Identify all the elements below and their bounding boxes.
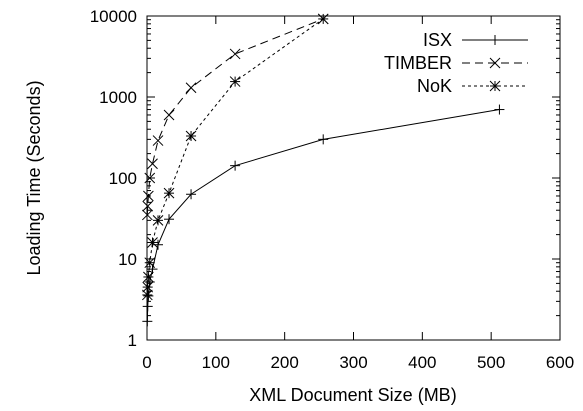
point-marker [229,48,241,60]
y-axis: 1 10 100 1000 10000 [90,7,560,350]
legend-label: TIMBER [384,53,452,73]
point-marker [230,160,241,171]
legend-marker [489,80,501,92]
legend-label: ISX [423,30,452,50]
point-marker [147,237,158,248]
legend-item: TIMBER [384,53,528,73]
series-layer [141,13,505,327]
legend-item: NoK [417,76,528,96]
point-marker [142,301,153,312]
point-marker [143,190,154,202]
x-axis-title: XML Document Size (MB) [249,385,456,405]
legend: ISX TIMBER NoK [384,30,528,96]
point-marker [144,257,156,269]
point-marker [318,134,329,145]
x-axis: 0 100 200 300 400 500 600 [142,16,574,372]
x-tick-label: 0 [142,353,151,372]
x-tick-label: 600 [546,353,574,372]
point-marker [142,316,153,327]
point-marker [163,187,175,199]
point-marker [141,209,153,221]
point-marker [143,271,154,283]
y-tick-label: 1 [128,331,137,350]
point-marker [185,82,197,94]
point-marker [229,76,241,87]
x-tick-label: 100 [202,353,230,372]
legend-marker [489,57,501,69]
x-tick-label: 500 [477,353,505,372]
point-marker [147,158,158,170]
point-marker [163,109,175,121]
y-tick-label: 10000 [90,7,137,26]
y-tick-label: 100 [109,169,137,188]
series-nok [141,13,329,301]
x-tick-label: 300 [339,353,367,372]
point-marker [185,130,197,142]
y-tick-label: 10 [118,250,137,269]
legend-label: NoK [417,76,452,96]
point-marker [164,214,175,225]
legend-item: ISX [423,30,528,50]
x-tick-label: 400 [408,353,436,372]
point-marker [144,172,156,184]
point-marker [494,104,505,115]
y-tick-label: 1000 [99,88,137,107]
series-line-timber [146,18,324,215]
point-marker [142,200,154,212]
y-axis-title: Loading Time (Seconds) [24,80,44,275]
point-marker [186,189,197,200]
x-tick-label: 200 [270,353,298,372]
series-isx [142,104,505,327]
point-marker [152,214,164,226]
series-line-nok [146,18,324,295]
plot-frame [146,15,561,341]
series-timber [141,13,329,221]
point-marker [317,13,329,25]
legend-marker [490,35,500,45]
point-marker [142,281,154,293]
point-marker [152,135,164,146]
